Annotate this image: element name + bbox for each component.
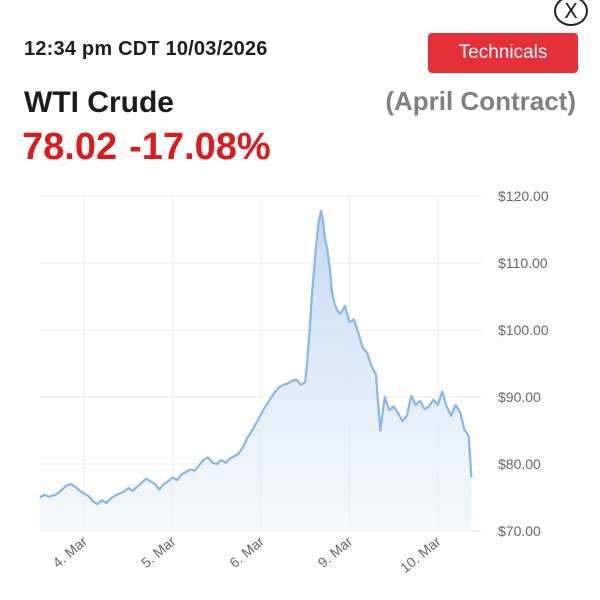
series-area [39,209,473,531]
y-tick-label: $80.00 [498,456,541,472]
y-tick-label: $110.00 [498,255,548,271]
y-tick-label: $100.00 [498,322,549,338]
price-line: 78.02 -17.08% [22,126,271,169]
instrument-name: WTI Crude [24,86,174,119]
series-line [39,209,473,506]
y-tick-label: $120.00 [498,188,549,204]
technicals-button[interactable]: Technicals [428,33,578,73]
quote-timestamp: 12:34 pm CDT 10/03/2026 [24,38,268,60]
y-tick-label: $90.00 [498,389,541,405]
change-percent: -17.08% [129,126,271,168]
x-tick-label: 10. Mar [397,533,444,576]
x-tick-label: 4. Mar [49,533,90,571]
y-axis-ticks: $120.00 $110.00 $100.00 $90.00 $80.00 $70.00 [498,188,549,539]
price-chart: $120.00$110.00$100.00$90.00$80.00$70.00 … [39,188,549,576]
close-button[interactable]: X [554,0,588,26]
x-tick-label: 5. Mar [138,533,179,571]
x-axis-ticks: 4. Mar 5. Mar 6. Mar 9. Mar 10. Mar [49,533,444,576]
x-tick-label: 9. Mar [315,533,356,571]
series-fill [40,210,472,531]
x-tick-label: 6. Mar [226,533,267,571]
y-tick-label: $70.00 [498,523,541,539]
contract-label: (April Contract) [385,86,576,116]
last-price: 78.02 [22,126,118,168]
